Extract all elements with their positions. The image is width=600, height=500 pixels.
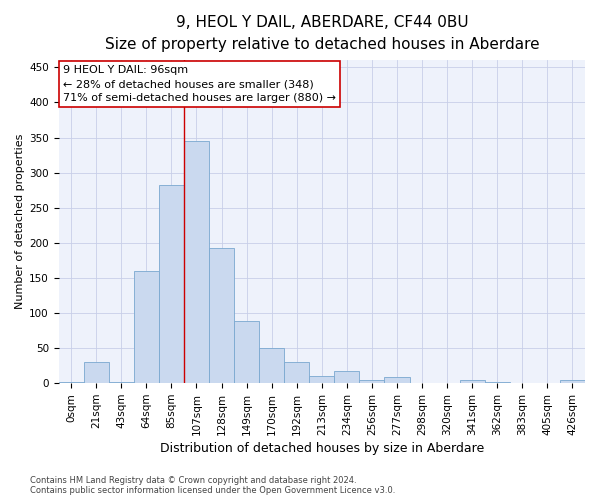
Bar: [309, 376, 334, 383]
Bar: [234, 322, 259, 383]
Bar: [434, 382, 460, 383]
Bar: [209, 248, 234, 383]
Bar: [159, 184, 184, 383]
Bar: [134, 271, 159, 383]
Y-axis label: Number of detached properties: Number of detached properties: [15, 134, 25, 310]
Bar: [359, 380, 385, 383]
Bar: [109, 382, 134, 383]
Bar: [410, 382, 434, 383]
Bar: [184, 141, 209, 383]
Bar: [560, 380, 585, 383]
X-axis label: Distribution of detached houses by size in Aberdare: Distribution of detached houses by size …: [160, 442, 484, 455]
Bar: [59, 382, 84, 383]
Title: 9, HEOL Y DAIL, ABERDARE, CF44 0BU
Size of property relative to detached houses : 9, HEOL Y DAIL, ABERDARE, CF44 0BU Size …: [104, 15, 539, 52]
Text: Contains HM Land Registry data © Crown copyright and database right 2024.
Contai: Contains HM Land Registry data © Crown c…: [30, 476, 395, 495]
Bar: [460, 380, 485, 383]
Bar: [284, 362, 309, 383]
Bar: [334, 372, 359, 383]
Bar: [535, 382, 560, 383]
Bar: [510, 382, 535, 383]
Bar: [259, 348, 284, 383]
Text: 9 HEOL Y DAIL: 96sqm
← 28% of detached houses are smaller (348)
71% of semi-deta: 9 HEOL Y DAIL: 96sqm ← 28% of detached h…: [63, 65, 336, 103]
Bar: [385, 377, 410, 383]
Bar: [84, 362, 109, 383]
Bar: [485, 382, 510, 383]
